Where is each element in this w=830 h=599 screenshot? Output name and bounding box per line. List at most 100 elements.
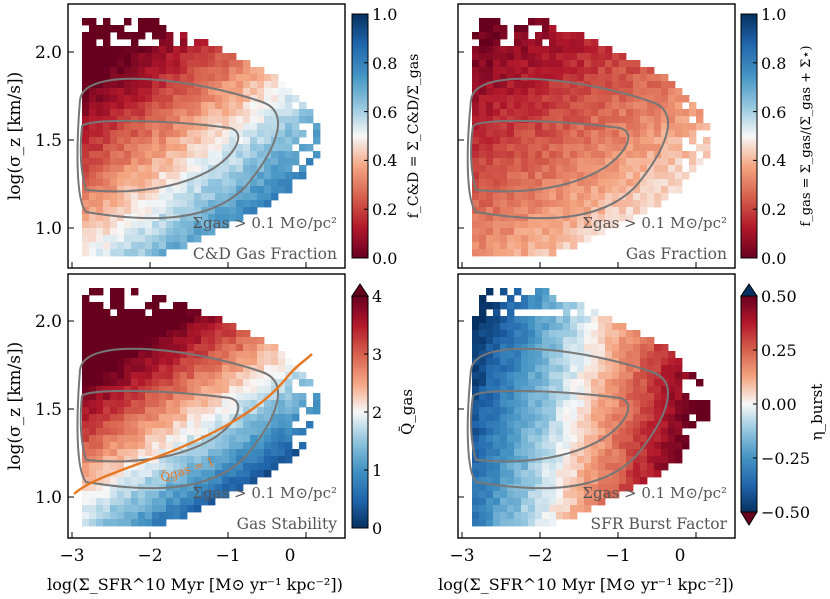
heat-cell-gas-664 xyxy=(619,151,627,159)
heat-cell-gas-704 xyxy=(633,109,641,117)
heat-cell-cd-709 xyxy=(243,179,251,187)
heat-cell-gas-407 xyxy=(556,137,564,145)
heat-cell-stab-566 xyxy=(208,330,216,338)
heat-cell-cd-700 xyxy=(243,116,251,124)
heat-cell-burst-228 xyxy=(521,330,529,338)
heat-cell-cd-803 xyxy=(278,158,286,166)
heat-cell-cd-746 xyxy=(257,144,265,152)
heat-cell-gas-546 xyxy=(591,53,599,61)
heat-cell-gas-236 xyxy=(521,81,529,89)
heat-cell-gas-161 xyxy=(500,228,508,236)
heat-cell-gas-698 xyxy=(633,67,641,75)
heat-cell-burst-297 xyxy=(535,358,543,366)
heat-cell-stab-628 xyxy=(222,400,230,408)
heat-cell-cd-606 xyxy=(215,130,223,138)
heat-cell-stab-359 xyxy=(159,330,167,338)
heat-cell-gas-94 xyxy=(486,221,494,229)
heat-cell-burst-252 xyxy=(521,498,529,506)
yticks-stab xyxy=(68,320,307,538)
heat-cell-gas-738 xyxy=(640,200,648,208)
heat-cell-cd-263 xyxy=(138,46,146,54)
heat-cell-gas-669 xyxy=(619,186,627,194)
heat-cell-gas-431 xyxy=(563,88,571,96)
heat-cell-gas-544 xyxy=(591,39,599,47)
heat-cell-stab-563 xyxy=(201,498,209,506)
heat-cell-gas-12 xyxy=(472,123,480,131)
heat-cell-gas-376 xyxy=(549,144,557,152)
heat-cell-stab-464 xyxy=(180,414,188,422)
heat-cell-cd-765 xyxy=(264,144,272,152)
heat-cell-burst-349 xyxy=(542,491,550,499)
heat-cell-cd-142 xyxy=(110,102,118,110)
heat-cell-gas-1 xyxy=(472,46,480,54)
heat-cell-cd-226 xyxy=(124,242,132,250)
heat-cell-stab-33 xyxy=(89,288,97,296)
heat-cell-stab-532 xyxy=(194,477,202,485)
heat-cell-burst-837 xyxy=(703,414,711,422)
heat-cell-cd-423 xyxy=(173,53,181,61)
heat-cell-gas-775 xyxy=(654,179,662,187)
heat-cell-burst-451 xyxy=(570,337,578,345)
heat-cell-gas-520 xyxy=(584,74,592,82)
heat-cell-stab-377 xyxy=(159,456,167,464)
heat-cell-gas-277 xyxy=(528,144,536,152)
heat-cell-gas-404 xyxy=(556,116,564,124)
heat-cell-cd-603 xyxy=(215,109,223,117)
heat-cell-gas-381 xyxy=(549,179,557,187)
heat-cell-gas-468 xyxy=(570,130,578,138)
heat-cell-gas-594 xyxy=(598,200,606,208)
heat-cell-burst-188 xyxy=(507,498,515,506)
heat-cell-gas-306 xyxy=(535,116,543,124)
heat-cell-cd-491 xyxy=(187,109,195,117)
heat-cell-burst-355 xyxy=(549,302,557,310)
heat-cell-gas-659 xyxy=(619,116,627,124)
heat-cell-gas-621 xyxy=(605,200,613,208)
heat-cell-cd-612 xyxy=(215,172,223,180)
heat-cell-gas-713 xyxy=(633,172,641,180)
heat-cell-stab-425 xyxy=(173,358,181,366)
heat-cell-stab-44 xyxy=(89,372,97,380)
heat-cell-cd-195 xyxy=(117,249,125,257)
heat-cell-burst-414 xyxy=(556,505,564,513)
heat-cell-cd-486 xyxy=(187,74,195,82)
heat-cell-gas-774 xyxy=(654,172,662,180)
heat-cell-cd-800 xyxy=(278,137,286,145)
heat-cell-burst-408 xyxy=(556,463,564,471)
heat-cell-cd-213 xyxy=(124,151,132,159)
heat-cell-cd-399 xyxy=(166,88,174,96)
heat-cell-cd-421 xyxy=(166,242,174,250)
heat-cell-burst-744 xyxy=(647,428,655,436)
heat-cell-gas-580 xyxy=(598,102,606,110)
heat-cell-stab-814 xyxy=(285,421,293,429)
heat-cell-stab-824 xyxy=(292,407,300,415)
heat-cell-stab-225 xyxy=(124,505,132,513)
heat-cell-cd-146 xyxy=(110,130,118,138)
heat-cell-burst-833 xyxy=(696,407,704,415)
heat-cell-stab-525 xyxy=(194,428,202,436)
heat-cell-burst-56 xyxy=(479,477,487,485)
heat-cell-gas-179 xyxy=(507,144,515,152)
heat-cell-burst-702 xyxy=(633,428,641,436)
heat-cell-stab-105 xyxy=(103,351,111,359)
heat-cell-cd-653 xyxy=(229,109,237,117)
heat-cell-burst-358 xyxy=(549,330,557,338)
heat-cell-cd-115 xyxy=(103,130,111,138)
heat-cell-gas-498 xyxy=(577,123,585,131)
heat-cell-cd-93 xyxy=(96,214,104,222)
heat-cell-stab-289 xyxy=(138,512,146,520)
heat-cell-burst-465 xyxy=(570,435,578,443)
heat-cell-cd-101 xyxy=(103,32,111,40)
heat-cell-gas-624 xyxy=(605,221,613,229)
heat-cell-cd-135 xyxy=(110,53,118,61)
heat-cell-burst-592 xyxy=(605,330,613,338)
heat-cell-cd-290 xyxy=(138,235,146,243)
heat-cell-stab-75 xyxy=(96,358,104,366)
heat-cell-cd-275 xyxy=(138,130,146,138)
heat-cell-burst-286 xyxy=(528,512,536,520)
heat-cell-burst-619 xyxy=(612,344,620,352)
heat-cell-stab-121 xyxy=(103,463,111,471)
heat-cell-cd-280 xyxy=(138,165,146,173)
heat-cell-stab-279 xyxy=(138,442,146,450)
heat-cell-burst-540 xyxy=(591,344,599,352)
heat-cell-cd-512 xyxy=(194,53,202,61)
